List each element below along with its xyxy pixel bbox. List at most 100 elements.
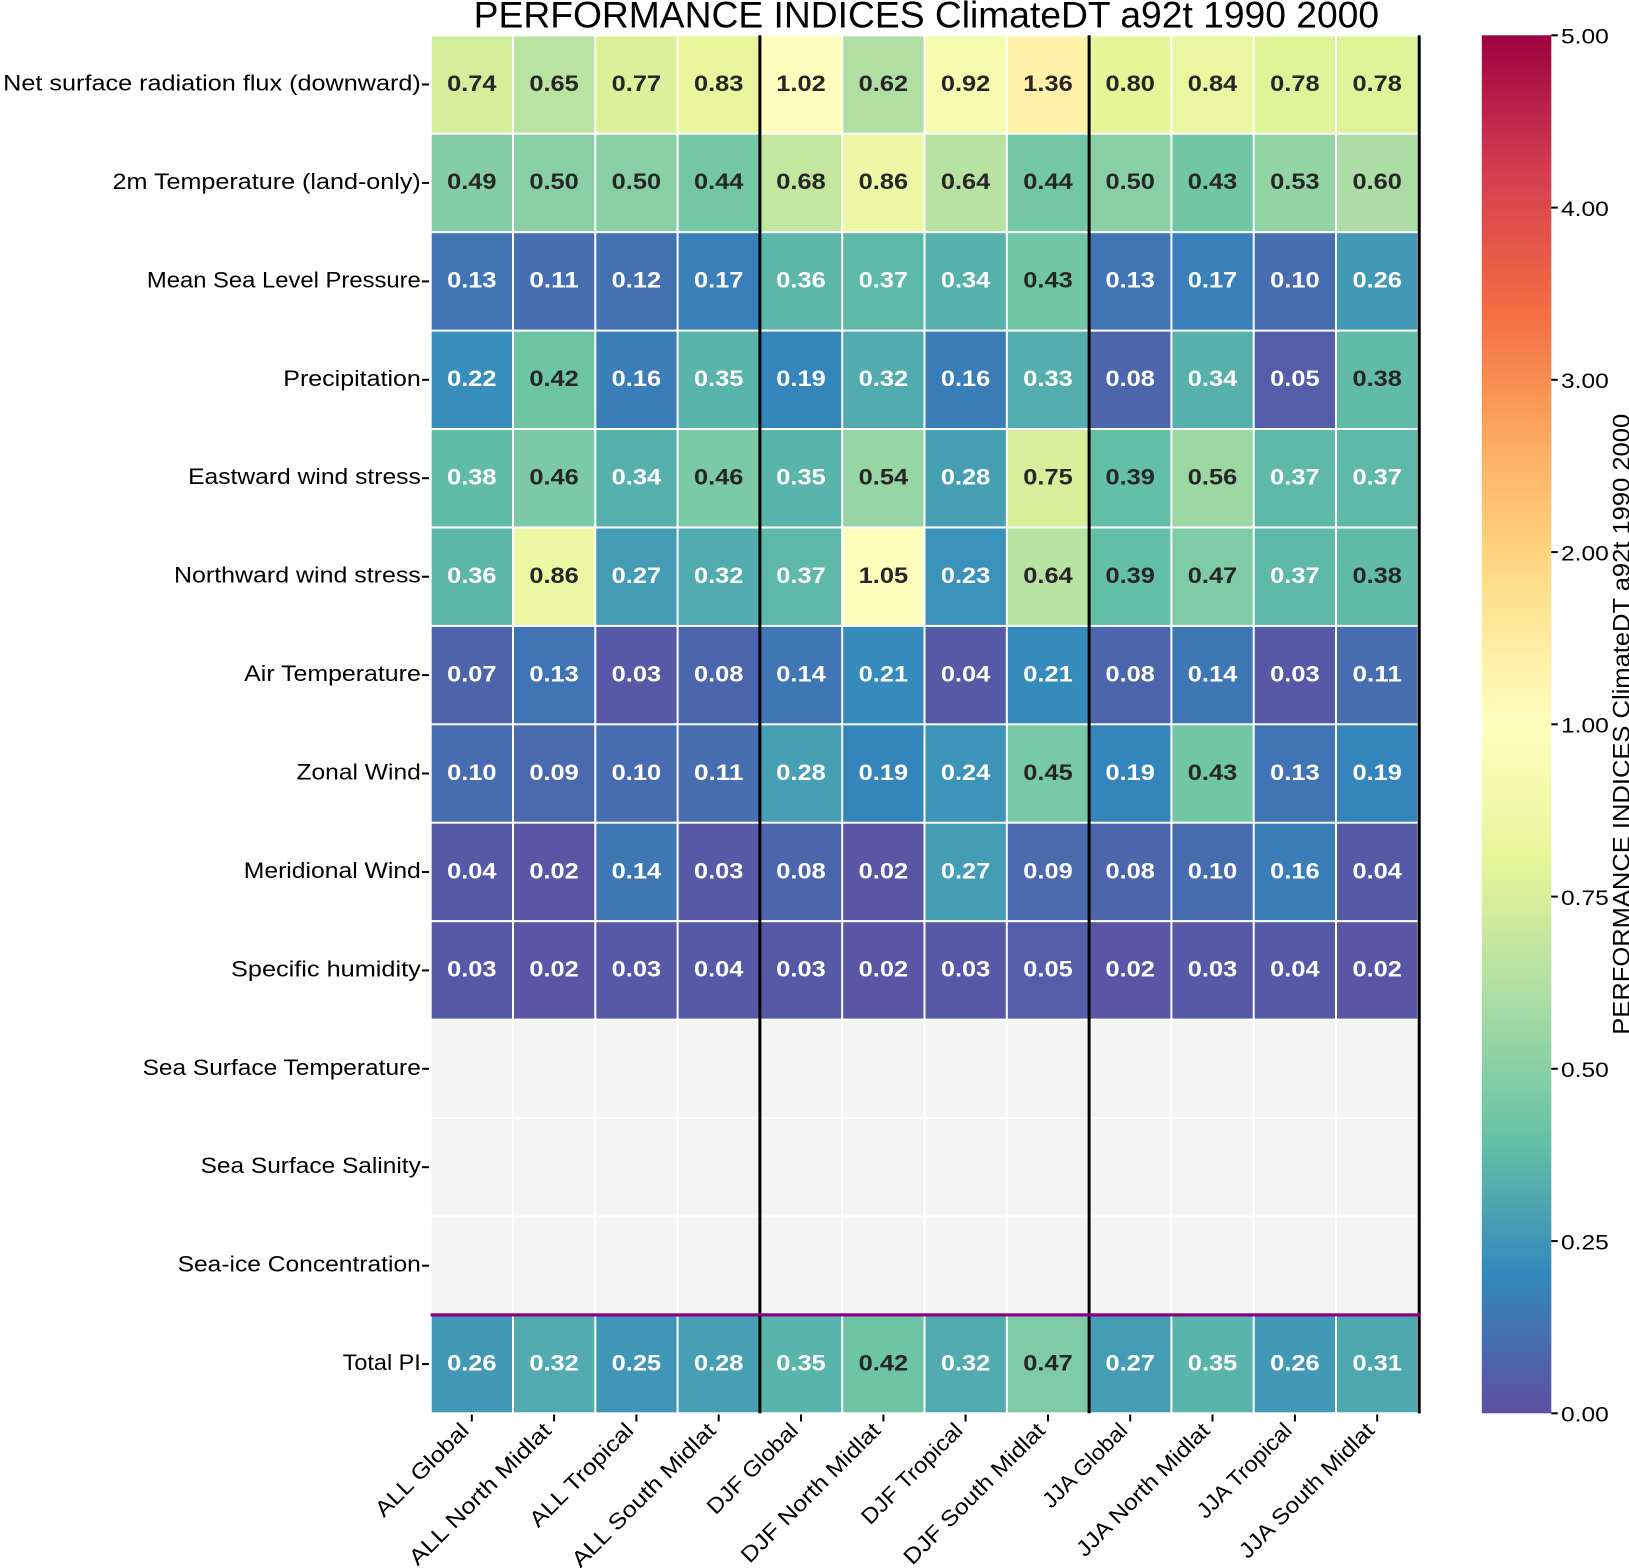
svg-text:0.02: 0.02: [1106, 957, 1155, 982]
svg-text:1.05: 1.05: [859, 563, 908, 588]
svg-text:0.78: 0.78: [1353, 71, 1402, 96]
svg-text:0.75: 0.75: [1561, 886, 1609, 910]
svg-text:PERFORMANCE INDICES ClimateDT: PERFORMANCE INDICES ClimateDT a92t 1990 …: [474, 0, 1379, 36]
svg-text:PERFORMANCE INDICES ClimateDT: PERFORMANCE INDICES ClimateDT a92t 1990 …: [1609, 414, 1629, 1035]
svg-text:0.39: 0.39: [1106, 465, 1155, 490]
svg-text:0.74: 0.74: [447, 71, 497, 96]
svg-text:0.43: 0.43: [1188, 760, 1237, 785]
svg-text:0.02: 0.02: [859, 858, 908, 883]
svg-text:0.12: 0.12: [612, 268, 661, 293]
svg-text:2.00: 2.00: [1561, 541, 1609, 565]
svg-text:0.02: 0.02: [529, 858, 578, 883]
svg-text:0.38: 0.38: [1353, 366, 1402, 391]
svg-text:0.23: 0.23: [941, 563, 990, 588]
svg-text:0.07: 0.07: [447, 661, 496, 686]
svg-text:0.27: 0.27: [612, 563, 661, 588]
svg-text:0.35: 0.35: [694, 366, 743, 391]
svg-text:0.11: 0.11: [694, 760, 743, 785]
svg-text:0.10: 0.10: [612, 760, 661, 785]
svg-text:Eastward wind stress: Eastward wind stress: [188, 464, 421, 489]
svg-text:0.64: 0.64: [941, 169, 991, 194]
svg-text:0.13: 0.13: [1270, 760, 1319, 785]
svg-text:0.43: 0.43: [1188, 169, 1237, 194]
svg-text:0.04: 0.04: [941, 661, 991, 686]
svg-text:0.28: 0.28: [694, 1350, 743, 1375]
svg-text:0.46: 0.46: [694, 465, 743, 490]
svg-text:0.24: 0.24: [941, 760, 991, 785]
svg-text:0.47: 0.47: [1023, 1350, 1072, 1375]
svg-text:0.36: 0.36: [447, 563, 496, 588]
svg-text:0.04: 0.04: [1270, 957, 1320, 982]
svg-text:0.28: 0.28: [776, 760, 825, 785]
svg-text:0.27: 0.27: [1106, 1350, 1155, 1375]
svg-text:0.10: 0.10: [1188, 858, 1237, 883]
svg-text:0.83: 0.83: [694, 71, 743, 96]
svg-text:0.08: 0.08: [776, 858, 825, 883]
svg-text:0.03: 0.03: [776, 957, 825, 982]
svg-text:Total PI: Total PI: [343, 1350, 421, 1375]
svg-text:0.16: 0.16: [612, 366, 661, 391]
svg-text:0.08: 0.08: [1106, 366, 1155, 391]
svg-text:3.00: 3.00: [1561, 369, 1609, 393]
svg-text:0.86: 0.86: [529, 563, 578, 588]
svg-text:0.53: 0.53: [1270, 169, 1319, 194]
svg-text:0.37: 0.37: [1353, 465, 1402, 490]
svg-text:0.31: 0.31: [1353, 1350, 1402, 1375]
svg-text:0.84: 0.84: [1188, 71, 1238, 96]
svg-text:0.14: 0.14: [776, 661, 826, 686]
svg-text:1.36: 1.36: [1023, 71, 1072, 96]
svg-text:0.46: 0.46: [529, 465, 578, 490]
svg-text:0.37: 0.37: [1270, 465, 1319, 490]
svg-text:0.00: 0.00: [1561, 1403, 1609, 1427]
svg-text:0.16: 0.16: [941, 366, 990, 391]
svg-text:0.19: 0.19: [859, 760, 908, 785]
svg-text:0.04: 0.04: [447, 858, 497, 883]
svg-text:0.50: 0.50: [1561, 1058, 1609, 1082]
svg-text:Northward wind stress: Northward wind stress: [174, 563, 421, 588]
svg-text:0.27: 0.27: [941, 858, 990, 883]
svg-text:0.33: 0.33: [1023, 366, 1072, 391]
svg-text:0.49: 0.49: [447, 169, 496, 194]
svg-text:0.45: 0.45: [1023, 760, 1072, 785]
svg-text:0.09: 0.09: [1023, 858, 1072, 883]
svg-text:0.19: 0.19: [1106, 760, 1155, 785]
svg-text:0.37: 0.37: [1270, 563, 1319, 588]
svg-text:0.39: 0.39: [1106, 563, 1155, 588]
svg-text:0.32: 0.32: [941, 1350, 990, 1375]
svg-text:0.44: 0.44: [694, 169, 744, 194]
svg-text:0.34: 0.34: [1188, 366, 1238, 391]
svg-text:0.43: 0.43: [1023, 268, 1072, 293]
svg-text:0.54: 0.54: [859, 465, 909, 490]
svg-text:0.44: 0.44: [1023, 169, 1073, 194]
svg-text:0.35: 0.35: [776, 465, 825, 490]
svg-text:0.68: 0.68: [776, 169, 825, 194]
svg-text:0.14: 0.14: [612, 858, 662, 883]
svg-text:0.03: 0.03: [612, 957, 661, 982]
svg-text:0.08: 0.08: [1106, 661, 1155, 686]
svg-text:0.60: 0.60: [1353, 169, 1402, 194]
svg-text:0.04: 0.04: [1353, 858, 1403, 883]
svg-text:0.32: 0.32: [859, 366, 908, 391]
svg-text:0.03: 0.03: [1188, 957, 1237, 982]
svg-text:5.00: 5.00: [1561, 25, 1609, 49]
svg-text:0.02: 0.02: [529, 957, 578, 982]
svg-text:4.00: 4.00: [1561, 197, 1609, 221]
svg-text:0.62: 0.62: [859, 71, 908, 96]
svg-text:0.11: 0.11: [1353, 661, 1402, 686]
svg-text:Meridional Wind: Meridional Wind: [244, 858, 421, 883]
svg-text:0.78: 0.78: [1270, 71, 1319, 96]
svg-text:Mean Sea Level Pressure: Mean Sea Level Pressure: [147, 267, 421, 292]
svg-text:0.35: 0.35: [776, 1350, 825, 1375]
svg-text:0.21: 0.21: [859, 661, 908, 686]
svg-text:0.38: 0.38: [447, 465, 496, 490]
svg-text:0.25: 0.25: [1561, 1230, 1609, 1254]
svg-text:Net surface radiation flux (do: Net surface radiation flux (downward): [3, 71, 421, 96]
svg-text:Air Temperature: Air Temperature: [244, 661, 421, 686]
svg-text:0.13: 0.13: [529, 661, 578, 686]
svg-text:0.19: 0.19: [1353, 760, 1402, 785]
svg-text:0.17: 0.17: [694, 268, 743, 293]
svg-text:Specific humidity: Specific humidity: [231, 956, 421, 981]
svg-text:0.04: 0.04: [694, 957, 744, 982]
svg-text:0.42: 0.42: [529, 366, 578, 391]
svg-text:0.02: 0.02: [1353, 957, 1402, 982]
